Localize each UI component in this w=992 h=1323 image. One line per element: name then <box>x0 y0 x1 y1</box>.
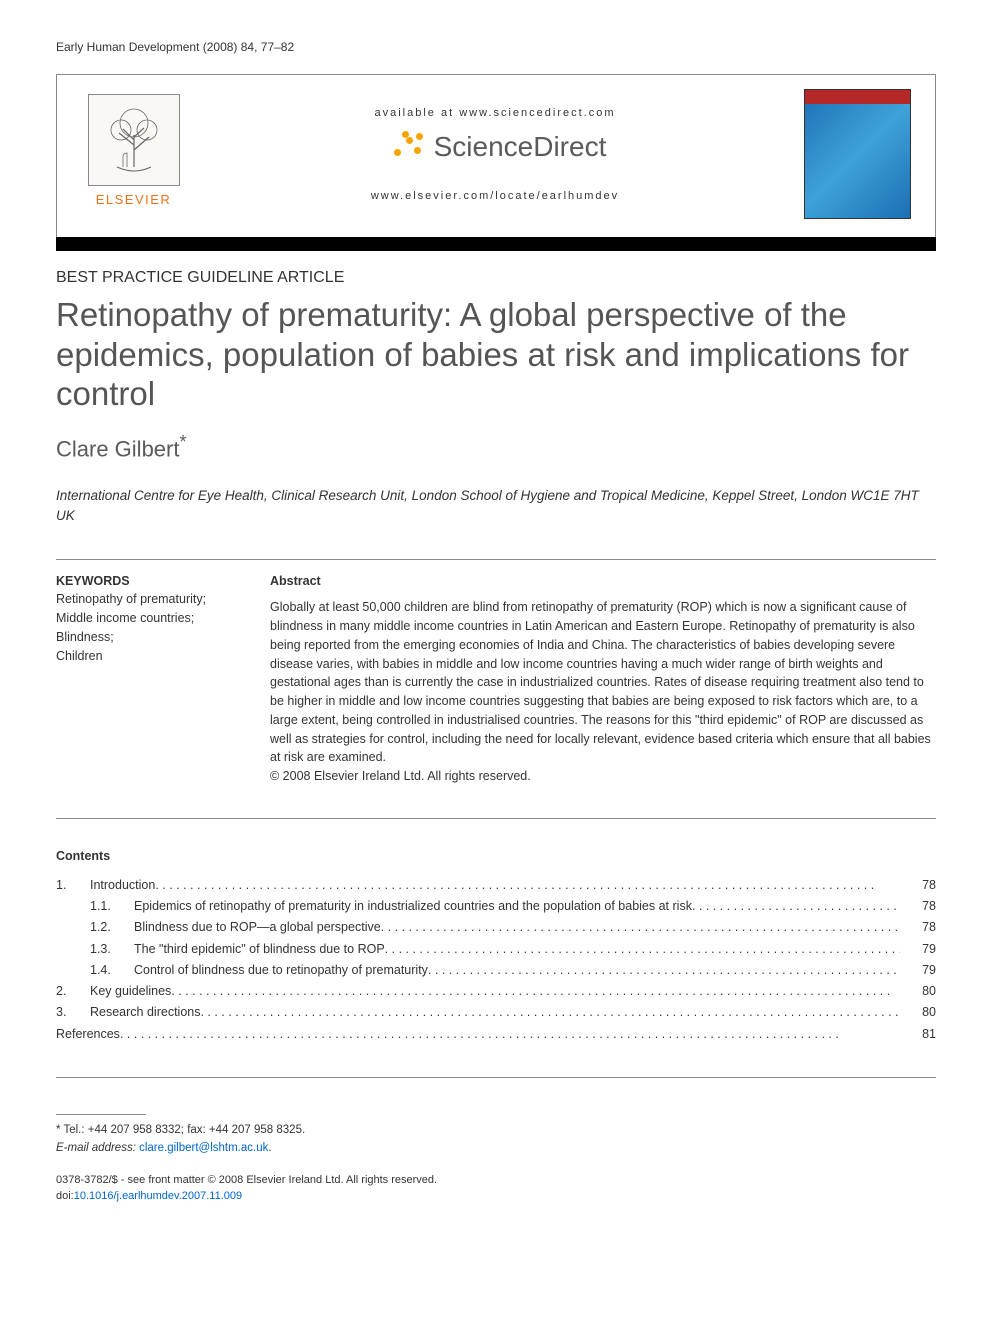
keyword-item: Retinopathy of prematurity; <box>56 590 234 609</box>
toc-number: 1.2. <box>90 917 134 938</box>
sciencedirect-dots-icon <box>384 127 428 167</box>
author-name: Clare Gilbert <box>56 436 179 461</box>
keyword-item: Middle income countries; <box>56 609 234 628</box>
front-matter-line: 0378-3782/$ - see front matter © 2008 El… <box>56 1172 936 1189</box>
contents-heading: Contents <box>56 849 936 863</box>
keywords-heading: KEYWORDS <box>56 572 234 591</box>
page-root: Early Human Development (2008) 84, 77–82… <box>0 0 992 1235</box>
affiliation: International Centre for Eye Health, Cli… <box>56 486 936 527</box>
article-title: Retinopathy of prematurity: A global per… <box>56 295 936 414</box>
toc-entry[interactable]: 1.2.Blindness due to ROP—a global perspe… <box>56 917 936 938</box>
toc-label: The "third epidemic" of blindness due to… <box>134 939 900 960</box>
toc-label: Control of blindness due to retinopathy … <box>134 960 900 981</box>
toc-entry[interactable]: 3.Research directions80 <box>56 1002 936 1023</box>
toc-page: 78 <box>900 896 936 917</box>
doi-link[interactable]: 10.1016/j.earlhumdev.2007.11.009 <box>74 1190 242 1202</box>
toc-label: Research directions <box>90 1002 900 1023</box>
sciencedirect-text: ScienceDirect <box>434 131 607 163</box>
abstract-copyright: © 2008 Elsevier Ireland Ltd. All rights … <box>270 767 936 786</box>
toc-label: Blindness due to ROP—a global perspectiv… <box>134 917 900 938</box>
doi-prefix: doi: <box>56 1190 74 1202</box>
banner-black-bar <box>56 237 936 251</box>
toc-label: Introduction <box>90 875 900 896</box>
toc-entry[interactable]: 1.4.Control of blindness due to retinopa… <box>56 960 936 981</box>
running-head: Early Human Development (2008) 84, 77–82 <box>56 40 936 54</box>
divider <box>56 818 936 819</box>
toc-label: References <box>56 1024 900 1045</box>
divider <box>56 559 936 560</box>
toc-number: 2. <box>56 981 90 1002</box>
toc-page: 78 <box>900 875 936 896</box>
journal-cover-thumb <box>804 89 911 219</box>
toc-number: 1.1. <box>90 896 134 917</box>
toc-page: 80 <box>900 981 936 1002</box>
elsevier-tree-icon <box>88 94 180 186</box>
contact-info: * Tel.: +44 207 958 8332; fax: +44 207 9… <box>56 1121 936 1139</box>
email-link[interactable]: clare.gilbert@lshtm.ac.uk <box>139 1142 268 1154</box>
elsevier-logo: ELSEVIER <box>81 94 186 214</box>
publisher-name: ELSEVIER <box>96 192 172 207</box>
keywords-column: KEYWORDS Retinopathy of prematurity; Mid… <box>56 572 234 786</box>
keyword-item: Blindness; <box>56 628 234 647</box>
toc-page: 78 <box>900 917 936 938</box>
author-corresp-marker: * <box>179 432 186 452</box>
keywords-abstract-row: KEYWORDS Retinopathy of prematurity; Mid… <box>56 572 936 786</box>
toc-entry[interactable]: 2.Key guidelines80 <box>56 981 936 1002</box>
toc-entry[interactable]: 1.Introduction78 <box>56 875 936 896</box>
toc-label: Key guidelines <box>90 981 900 1002</box>
toc-label: Epidemics of retinopathy of prematurity … <box>134 896 900 917</box>
top-banner: ELSEVIER available at www.sciencedirect.… <box>56 74 936 237</box>
available-at-text: available at www.sciencedirect.com <box>210 107 780 119</box>
toc-entry[interactable]: 1.3.The "third epidemic" of blindness du… <box>56 939 936 960</box>
doi-line: doi:10.1016/j.earlhumdev.2007.11.009 <box>56 1188 936 1205</box>
table-of-contents: 1.Introduction781.1.Epidemics of retinop… <box>56 875 936 1045</box>
toc-page: 80 <box>900 1002 936 1023</box>
journal-url: www.elsevier.com/locate/earlhumdev <box>210 190 780 202</box>
footer-info: 0378-3782/$ - see front matter © 2008 El… <box>56 1172 936 1205</box>
author-block: Clare Gilbert* <box>56 432 936 462</box>
abstract-column: Abstract Globally at least 50,000 childr… <box>270 572 936 786</box>
abstract-text: Globally at least 50,000 children are bl… <box>270 598 936 767</box>
divider <box>56 1077 936 1078</box>
corresp-footnote: * Tel.: +44 207 958 8332; fax: +44 207 9… <box>56 1121 936 1158</box>
toc-number: 1.4. <box>90 960 134 981</box>
email-label: E-mail address: <box>56 1142 136 1154</box>
keyword-item: Children <box>56 647 234 666</box>
toc-page: 79 <box>900 960 936 981</box>
abstract-heading: Abstract <box>270 572 936 591</box>
toc-entry[interactable]: References81 <box>56 1024 936 1045</box>
toc-number: 1.3. <box>90 939 134 960</box>
toc-page: 81 <box>900 1024 936 1045</box>
article-type: BEST PRACTICE GUIDELINE ARTICLE <box>56 269 936 287</box>
toc-number: 3. <box>56 1002 90 1023</box>
toc-number: 1. <box>56 875 90 896</box>
sciencedirect-logo: ScienceDirect <box>384 127 607 167</box>
footnote-separator <box>56 1114 146 1115</box>
toc-entry[interactable]: 1.1.Epidemics of retinopathy of prematur… <box>56 896 936 917</box>
banner-center: available at www.sciencedirect.com Scien… <box>210 107 780 202</box>
toc-page: 79 <box>900 939 936 960</box>
email-line: E-mail address: clare.gilbert@lshtm.ac.u… <box>56 1139 936 1157</box>
